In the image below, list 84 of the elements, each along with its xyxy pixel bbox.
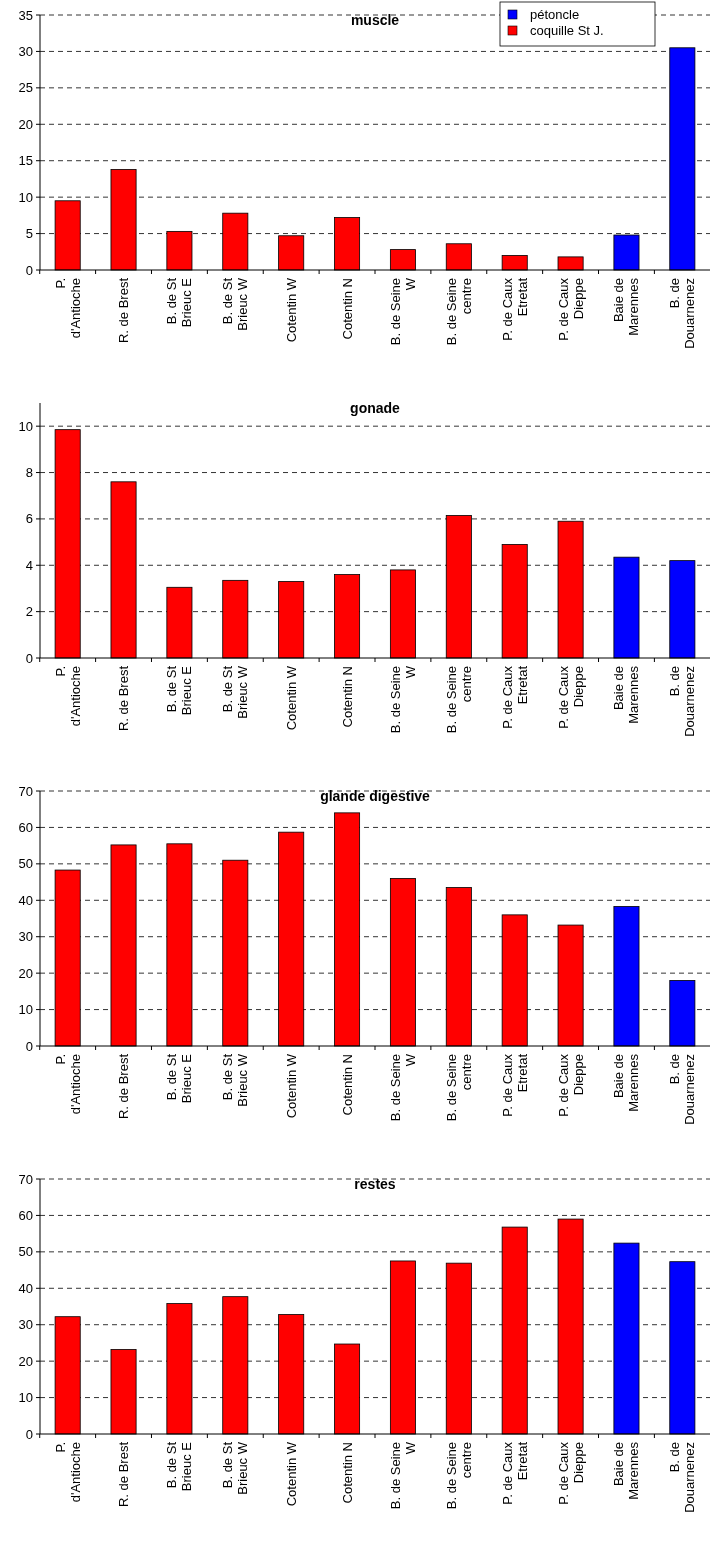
x-tick-label: B. de Douarnenez	[667, 278, 698, 349]
y-tick-label: 60	[18, 819, 33, 835]
y-tick-label: 70	[18, 1171, 33, 1187]
y-tick-label: 30	[18, 929, 33, 945]
x-tick-label: B. de Douarnenez	[667, 1054, 698, 1125]
y-tick-label: 40	[18, 1280, 33, 1296]
x-tick-label: B. de Seine W	[387, 1441, 418, 1510]
y-tick-label: 5	[25, 226, 33, 242]
chart-title: gonade	[350, 400, 401, 416]
x-tick-label: B. de St Brieuc E	[164, 1053, 195, 1104]
x-tick-label: B. de Douarnenez	[667, 1442, 698, 1513]
x-tick-label: B. de Seine W	[387, 1053, 418, 1122]
x-tick-label: P. de Caux Etretat	[499, 1053, 530, 1117]
x-tick-label: Cotentin N	[339, 1054, 355, 1116]
y-tick-label: 0	[25, 262, 33, 278]
x-tick-label: P. de Caux Etretat	[499, 277, 530, 341]
y-tick-label: 2	[25, 604, 33, 620]
x-tick-label: B. de Seine centre	[443, 1054, 474, 1122]
y-tick-label: 0	[25, 1426, 33, 1442]
x-tick-label: P. d'Antioche	[52, 278, 83, 339]
x-tick-label: P. de Caux Dieppe	[555, 1441, 586, 1505]
x-tick-label: Baie de Marennes	[611, 1053, 642, 1112]
x-tick-label: B. de St Brieuc W	[220, 665, 251, 719]
y-tick-label: 70	[18, 783, 33, 799]
y-tick-label: 50	[18, 1244, 33, 1260]
x-tick-label: Cotentin W	[283, 277, 299, 343]
y-tick-label: 0	[25, 650, 33, 666]
x-tick-label: R. de Brest	[116, 1441, 132, 1508]
y-tick-label: 10	[18, 1002, 33, 1018]
y-tick-label: 10	[18, 1390, 33, 1406]
x-tick-label: Cotentin W	[283, 665, 299, 731]
x-tick-label: P. de Caux Etretat	[499, 1441, 530, 1505]
x-tick-label: B. de Douarnenez	[667, 666, 698, 737]
x-tick-label: B. de St Brieuc W	[220, 1441, 251, 1495]
x-tick-label: P. de Caux Etretat	[499, 665, 530, 729]
y-tick-label: 40	[18, 892, 33, 908]
x-tick-label: P. de Caux Dieppe	[555, 1053, 586, 1117]
y-tick-label: 25	[18, 80, 33, 96]
x-tick-label: P. d'Antioche	[52, 1054, 83, 1115]
x-tick-label: B. de Seine centre	[443, 666, 474, 734]
y-tick-label: 8	[25, 465, 33, 481]
y-tick-label: 20	[18, 116, 33, 132]
x-tick-label: R. de Brest	[116, 277, 132, 344]
y-tick-label: 6	[25, 511, 33, 527]
x-tick-label: B. de St Brieuc E	[164, 1441, 195, 1492]
x-tick-label: R. de Brest	[116, 1053, 132, 1120]
y-tick-label: 10	[18, 189, 33, 205]
x-tick-label: Cotentin N	[339, 666, 355, 728]
y-tick-label: 0	[25, 1038, 33, 1054]
y-tick-label: 30	[18, 43, 33, 59]
x-tick-label: B. de St Brieuc E	[164, 665, 195, 716]
y-tick-label: 50	[18, 856, 33, 872]
x-tick-label: B. de St Brieuc W	[220, 1053, 251, 1107]
chart-title: restes	[354, 1176, 396, 1192]
x-tick-label: Cotentin W	[283, 1053, 299, 1119]
y-tick-label: 60	[18, 1207, 33, 1223]
x-tick-label: Baie de Marennes	[611, 277, 642, 336]
x-tick-label: Baie de Marennes	[611, 665, 642, 724]
x-tick-label: P. de Caux Dieppe	[555, 665, 586, 729]
y-tick-label: 4	[25, 557, 33, 573]
x-tick-label: Baie de Marennes	[611, 1441, 642, 1500]
x-tick-label: P. d'Antioche	[52, 1442, 83, 1503]
x-tick-label: Cotentin W	[283, 1441, 299, 1507]
y-tick-label: 20	[18, 965, 33, 981]
x-tick-label: Cotentin N	[339, 1442, 355, 1504]
y-tick-label: 10	[18, 418, 33, 434]
x-tick-label: B. de Seine centre	[443, 1442, 474, 1510]
y-tick-label: 20	[18, 1353, 33, 1369]
x-tick-label: B. de Seine centre	[443, 278, 474, 346]
y-tick-label: 15	[18, 153, 33, 169]
x-tick-label: P. de Caux Dieppe	[555, 277, 586, 341]
x-tick-label: B. de St Brieuc W	[220, 277, 251, 331]
x-tick-label: R. de Brest	[116, 665, 132, 732]
y-tick-label: 30	[18, 1317, 33, 1333]
x-tick-label: P. d'Antioche	[52, 666, 83, 727]
chart-title: muscle	[350, 12, 400, 28]
y-tick-label: 35	[18, 7, 33, 23]
x-tick-label: B. de Seine W	[387, 277, 418, 346]
legend-label: coquille St J.	[530, 22, 604, 38]
x-tick-label: B. de Seine W	[387, 665, 418, 734]
x-tick-label: B. de St Brieuc E	[164, 277, 195, 328]
chart-title: glande digestive	[320, 788, 431, 804]
legend-label: pétoncle	[530, 6, 580, 22]
x-tick-label: Cotentin N	[339, 278, 355, 340]
